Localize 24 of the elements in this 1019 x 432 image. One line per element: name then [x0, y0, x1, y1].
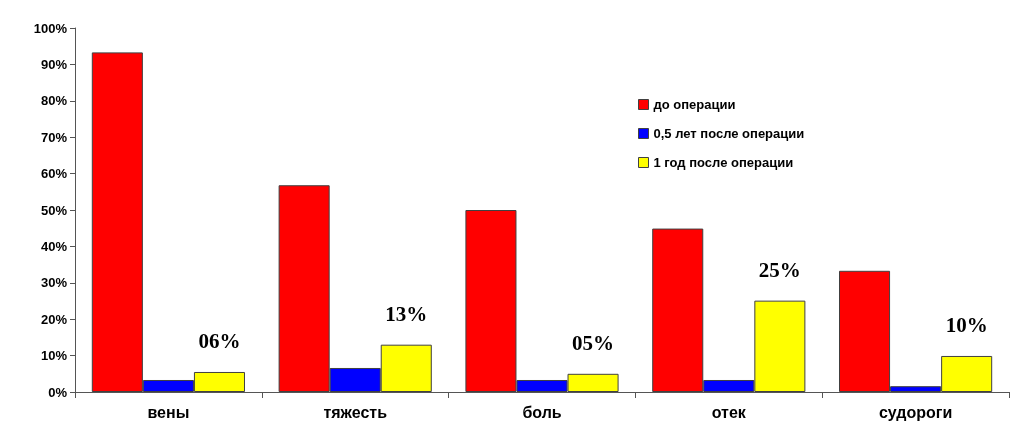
y-tick-label: 50% — [40, 202, 68, 218]
data-label: 13% — [385, 302, 428, 327]
y-tick-label: 60% — [40, 166, 68, 182]
legend-label: 0,5 лет после операции — [653, 126, 805, 141]
y-tick-label: 70% — [40, 129, 68, 145]
data-label: 10% — [945, 313, 988, 338]
legend-label: до операции — [653, 97, 736, 112]
data-label: 05% — [572, 331, 615, 356]
y-tick-label: 0% — [48, 384, 68, 400]
x-tick-label: боль — [522, 403, 562, 421]
y-tick-label: 90% — [40, 56, 68, 72]
y-tick-label: 30% — [40, 275, 68, 291]
legend-label: 1 год после операции — [653, 155, 794, 170]
y-tick-label: 40% — [40, 238, 68, 254]
x-tick-label: вены — [147, 403, 190, 421]
data-label: 25% — [758, 258, 801, 283]
x-tick-label: отек — [711, 403, 747, 421]
y-tick-label: 80% — [40, 93, 68, 109]
data-label: 06% — [198, 329, 241, 354]
y-tick-label: 100% — [33, 20, 68, 36]
y-tick-label: 10% — [40, 348, 68, 364]
x-tick-label: тяжесть — [323, 403, 388, 421]
y-tick-label: 20% — [40, 311, 68, 327]
x-tick-label: судороги — [878, 403, 953, 421]
